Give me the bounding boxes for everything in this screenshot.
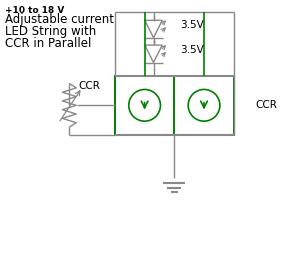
Text: 3.5V: 3.5V <box>180 20 204 30</box>
Bar <box>115 76 234 135</box>
Text: CCR in Parallel: CCR in Parallel <box>5 37 91 50</box>
Text: 3.5V: 3.5V <box>180 45 204 55</box>
Text: +10 to 18 V: +10 to 18 V <box>5 6 64 15</box>
Text: LED String with: LED String with <box>5 25 96 38</box>
Text: CCR: CCR <box>78 81 100 92</box>
Bar <box>174 76 234 135</box>
Bar <box>115 76 174 135</box>
Text: CCR: CCR <box>255 100 277 110</box>
Text: Adjustable current: Adjustable current <box>5 13 114 26</box>
